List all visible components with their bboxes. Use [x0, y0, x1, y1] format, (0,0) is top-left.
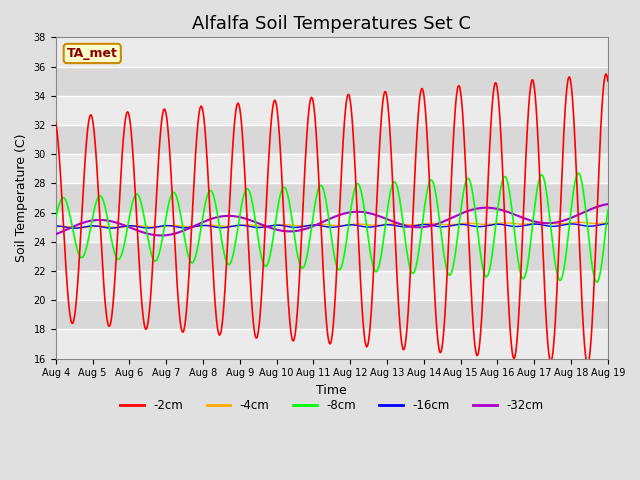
Bar	[56, 183, 608, 213]
Y-axis label: Soil Temperature (C): Soil Temperature (C)	[15, 134, 28, 262]
Bar	[56, 271, 608, 300]
Bar	[56, 213, 608, 242]
Bar	[56, 242, 608, 271]
Text: TA_met: TA_met	[67, 47, 118, 60]
Bar	[56, 125, 608, 154]
Bar	[56, 329, 608, 359]
Bar	[56, 67, 608, 96]
Bar	[56, 37, 608, 67]
Legend: -2cm, -4cm, -8cm, -16cm, -32cm: -2cm, -4cm, -8cm, -16cm, -32cm	[115, 395, 548, 417]
Bar	[56, 96, 608, 125]
Title: Alfalfa Soil Temperatures Set C: Alfalfa Soil Temperatures Set C	[192, 15, 471, 33]
X-axis label: Time: Time	[316, 384, 347, 397]
Bar	[56, 300, 608, 329]
Bar	[56, 154, 608, 183]
